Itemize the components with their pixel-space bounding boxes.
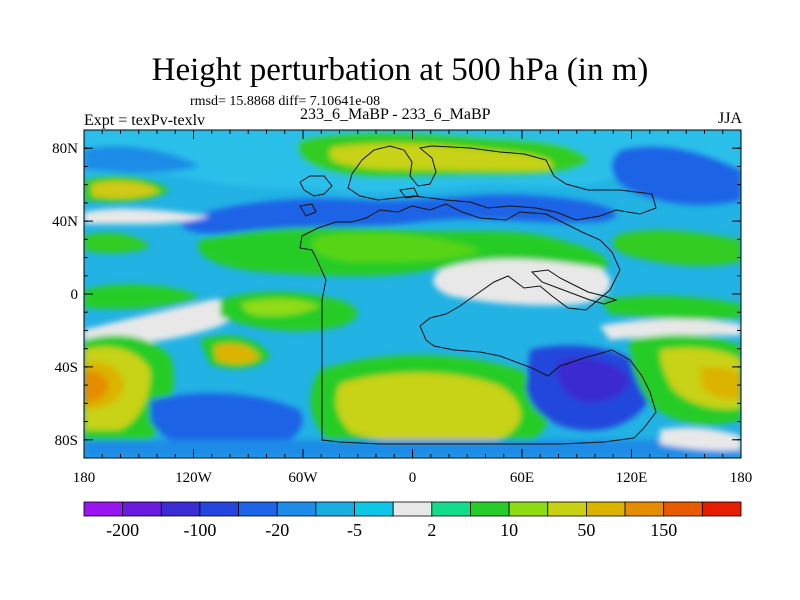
colorbar-label: 2 — [427, 520, 436, 540]
colorbar-box — [160, 501, 201, 517]
colorbar-box — [122, 501, 162, 517]
heatmap-field — [84, 130, 741, 458]
colorbar-box — [431, 501, 471, 517]
colorbar-box — [586, 501, 626, 517]
colorbar: -200 -100 -20 -5 2 10 50 150 — [83, 501, 742, 540]
colorbar-box — [315, 501, 355, 517]
stats-label: rmsd= 15.8868 diff= 7.10641e-08 — [190, 94, 381, 109]
x-tick-label: 180 — [730, 470, 753, 486]
y-tick-label: 40N — [52, 214, 78, 230]
y-tick-label: 80S — [55, 433, 78, 449]
colorbar-label: 50 — [577, 520, 595, 540]
colorbar-box — [199, 501, 239, 517]
colorbar-box — [701, 501, 742, 517]
colorbar-box — [83, 501, 124, 517]
colorbar-label: -200 — [106, 520, 139, 540]
colorbar-box — [508, 501, 549, 517]
colorbar-box — [354, 501, 394, 517]
x-tick-label: 60E — [510, 470, 534, 486]
colorbar-label: 150 — [650, 520, 677, 540]
experiment-label: Expt = texPv-texlv — [84, 112, 206, 129]
colorbar-box — [624, 501, 665, 517]
colorbar-label: -20 — [265, 520, 289, 540]
colorbar-box — [392, 501, 433, 517]
colorbar-label: -100 — [183, 520, 216, 540]
y-tick-label: 80N — [52, 141, 78, 157]
y-tick-label: 0 — [71, 287, 79, 303]
y-tick-label: 40S — [55, 360, 78, 376]
season-label: JJA — [717, 110, 742, 127]
x-tick-label: 0 — [409, 470, 417, 486]
axes: 180 120W 60W 0 60E 120E 180 80N 40N 0 40S 80S — [52, 129, 753, 486]
map-outline — [299, 145, 657, 445]
x-tick-label: 120W — [175, 470, 213, 486]
colorbar-label: -5 — [347, 520, 362, 540]
chart-title: Height perturbation at 500 hPa (in m) — [151, 52, 649, 88]
colorbar-box — [470, 501, 510, 517]
colorbar-box — [663, 501, 703, 517]
x-tick-label: 120E — [616, 470, 648, 486]
x-tick-label: 60W — [288, 470, 318, 486]
colorbar-box — [238, 501, 278, 517]
x-tick-label: 180 — [73, 470, 96, 486]
colorbar-label: 10 — [500, 520, 518, 540]
colorbar-box — [276, 501, 317, 517]
center-label: 233_6_MaBP - 233_6_MaBP — [300, 106, 491, 123]
colorbar-box — [547, 501, 587, 517]
